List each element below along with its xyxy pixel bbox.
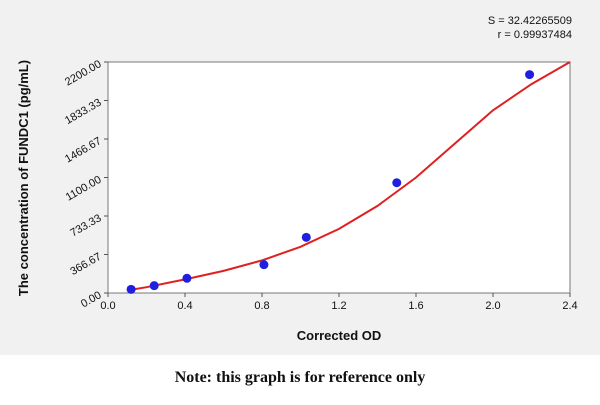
x-tick-label: 0.8	[254, 300, 269, 312]
y-axis-title: The concentration of FUNDC1 (pg/mL)	[16, 60, 31, 296]
data-point	[149, 281, 159, 291]
data-point	[259, 260, 269, 270]
annotation: r = 0.99937484	[498, 29, 572, 41]
x-tick-label: 0.4	[177, 300, 192, 312]
note: Note: this graph is for reference only	[175, 369, 426, 386]
x-tick-label: 2.0	[485, 300, 500, 312]
data-point	[182, 273, 192, 283]
x-axis-title: Corrected OD	[297, 328, 382, 343]
annotation: S = 32.42265509	[488, 15, 572, 27]
plot-area	[107, 61, 571, 294]
data-point	[126, 284, 136, 294]
x-tick-label: 1.6	[408, 300, 423, 312]
x-tick-label: 0.0	[100, 300, 115, 312]
data-point	[392, 178, 402, 188]
data-point	[301, 232, 311, 242]
x-tick-label: 1.2	[331, 300, 346, 312]
data-point	[525, 70, 535, 80]
x-tick-label: 2.4	[562, 300, 577, 312]
